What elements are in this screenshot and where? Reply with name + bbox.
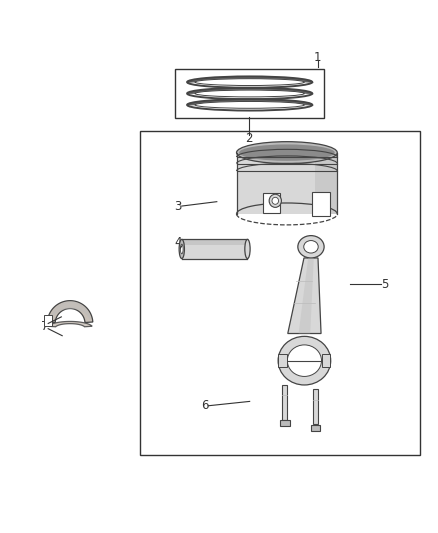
Polygon shape <box>288 258 321 334</box>
Bar <box>175 69 324 118</box>
Ellipse shape <box>180 244 183 254</box>
Ellipse shape <box>195 90 304 97</box>
Ellipse shape <box>272 197 279 204</box>
Text: 5: 5 <box>381 278 388 290</box>
Text: 1: 1 <box>314 51 321 63</box>
Ellipse shape <box>298 236 324 258</box>
Ellipse shape <box>179 239 184 259</box>
Ellipse shape <box>304 240 318 253</box>
Bar <box>311 425 320 431</box>
Polygon shape <box>47 301 93 322</box>
Ellipse shape <box>237 142 337 164</box>
Bar <box>279 354 287 367</box>
Text: 6: 6 <box>201 399 208 413</box>
Bar <box>280 420 290 426</box>
Polygon shape <box>48 321 92 327</box>
Text: 2: 2 <box>245 132 253 145</box>
Bar <box>237 152 337 214</box>
Text: 7: 7 <box>41 320 49 333</box>
Ellipse shape <box>269 194 281 207</box>
Bar <box>313 389 318 424</box>
Ellipse shape <box>195 101 304 108</box>
Bar <box>44 314 52 326</box>
Ellipse shape <box>287 345 321 376</box>
Text: 3: 3 <box>175 199 182 213</box>
Bar <box>283 385 287 420</box>
Ellipse shape <box>195 79 304 85</box>
Bar <box>263 193 280 213</box>
Ellipse shape <box>245 239 250 259</box>
Ellipse shape <box>278 336 331 385</box>
Text: 4: 4 <box>174 236 182 249</box>
Ellipse shape <box>239 144 335 161</box>
Bar <box>182 239 247 245</box>
Bar <box>321 354 330 367</box>
Polygon shape <box>299 258 314 334</box>
Bar <box>140 131 420 455</box>
Bar <box>182 239 247 259</box>
Bar <box>314 152 337 214</box>
Bar <box>312 192 330 216</box>
